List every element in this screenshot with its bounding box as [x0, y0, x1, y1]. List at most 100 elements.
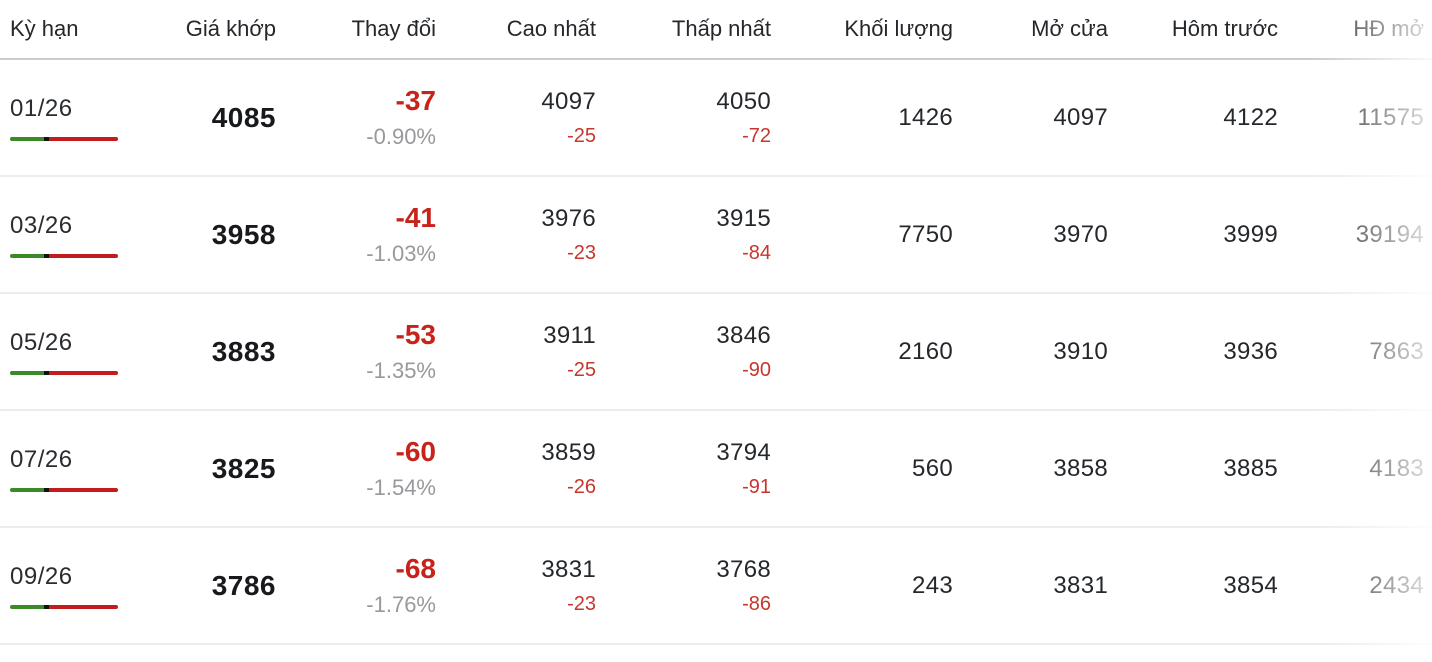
high-value: 3859 — [541, 438, 596, 466]
contract-term-cell: 01/26 — [0, 60, 150, 175]
contract-term-cell: 03/26 — [0, 177, 150, 292]
change-value: -60 — [395, 436, 436, 467]
change-cell: -60 -1.54% — [280, 411, 440, 526]
matched-price: 4085 — [211, 101, 276, 133]
low-cell: 3915 -84 — [600, 177, 775, 292]
table-row[interactable]: 09/26 3786 -68 -1.76% 3831 -23 3768 -86 243 3831 3… — [0, 528, 1432, 645]
volume-cell: 560 — [775, 411, 957, 526]
volume-cell: 7750 — [775, 177, 957, 292]
open-interest-value: 39194 — [1355, 220, 1424, 248]
range-bar-red-segment — [49, 253, 118, 258]
open-interest-cell: 4183 — [1282, 411, 1432, 526]
matched-price-cell: 4085 — [150, 60, 280, 175]
low-diff: -91 — [742, 475, 771, 498]
volume-value: 1426 — [898, 103, 953, 131]
matched-price-cell: 3883 — [150, 294, 280, 409]
change-percent: -1.76% — [366, 592, 436, 617]
high-cell: 3831 -23 — [440, 528, 600, 643]
range-bar-green-segment — [10, 487, 44, 492]
high-diff: -25 — [567, 358, 596, 381]
matched-price: 3883 — [211, 335, 276, 367]
range-bar-tick — [44, 487, 49, 492]
low-value: 3915 — [716, 204, 771, 232]
table-body: 01/26 4085 -37 -0.90% 4097 -25 4050 -72 1426 4097… — [0, 60, 1432, 645]
open-interest-cell: 39194 — [1282, 177, 1432, 292]
change-value: -68 — [395, 553, 436, 584]
contract-term-cell: 05/26 — [0, 294, 150, 409]
high-diff: -23 — [567, 592, 596, 615]
open-interest-cell: 11575 — [1282, 60, 1432, 175]
high-value: 3976 — [541, 204, 596, 232]
change-percent: -0.90% — [366, 124, 436, 149]
open-cell: 3910 — [957, 294, 1112, 409]
open-interest-value: 2434 — [1369, 571, 1424, 599]
open-interest-cell: 2434 — [1282, 528, 1432, 643]
prev-day-value: 3936 — [1223, 337, 1278, 365]
open-value: 3831 — [1053, 571, 1108, 599]
range-bar-green-segment — [10, 253, 44, 258]
low-value: 3846 — [716, 321, 771, 349]
prev-day-cell: 4122 — [1112, 60, 1282, 175]
low-diff: -86 — [742, 592, 771, 615]
col-header-high: Cao nhất — [506, 16, 596, 41]
high-value: 3911 — [543, 321, 596, 349]
high-cell: 3976 -23 — [440, 177, 600, 292]
contract-label: 05/26 — [10, 328, 73, 356]
price-range-bar — [10, 604, 118, 609]
range-bar-red-segment — [49, 604, 118, 609]
prev-day-value: 3854 — [1223, 571, 1278, 599]
table-row[interactable]: 05/26 3883 -53 -1.35% 3911 -25 3846 -90 2160 3910… — [0, 294, 1432, 411]
matched-price-cell: 3958 — [150, 177, 280, 292]
prev-day-cell: 3936 — [1112, 294, 1282, 409]
change-cell: -53 -1.35% — [280, 294, 440, 409]
prev-day-cell: 3999 — [1112, 177, 1282, 292]
low-diff: -84 — [742, 241, 771, 264]
range-bar-red-segment — [49, 136, 118, 141]
prev-day-cell: 3854 — [1112, 528, 1282, 643]
price-range-bar — [10, 253, 118, 258]
range-bar-green-segment — [10, 604, 44, 609]
col-header-volume: Khối lượng — [844, 16, 953, 41]
high-cell: 3859 -26 — [440, 411, 600, 526]
range-bar-green-segment — [10, 370, 44, 375]
range-bar-tick — [44, 604, 49, 609]
volume-cell: 2160 — [775, 294, 957, 409]
open-value: 3910 — [1053, 337, 1108, 365]
contract-term-cell: 09/26 — [0, 528, 150, 643]
change-percent: -1.54% — [366, 475, 436, 500]
high-cell: 4097 -25 — [440, 60, 600, 175]
range-bar-red-segment — [49, 370, 118, 375]
open-interest-value: 11575 — [1357, 103, 1424, 131]
volume-cell: 1426 — [775, 60, 957, 175]
range-bar-green-segment — [10, 136, 44, 141]
col-header-open: Mở cửa — [1031, 16, 1108, 41]
table-row[interactable]: 01/26 4085 -37 -0.90% 4097 -25 4050 -72 1426 4097… — [0, 60, 1432, 177]
range-bar-tick — [44, 136, 49, 141]
change-value: -37 — [395, 85, 436, 116]
open-interest-cell: 7863 — [1282, 294, 1432, 409]
high-diff: -26 — [567, 475, 596, 498]
change-value: -53 — [395, 319, 436, 350]
prev-day-value: 4122 — [1223, 103, 1278, 131]
contract-label: 07/26 — [10, 445, 73, 473]
contract-label: 01/26 — [10, 94, 73, 122]
table-row[interactable]: 07/26 3825 -60 -1.54% 3859 -26 3794 -91 560 3858 3… — [0, 411, 1432, 528]
low-cell: 3794 -91 — [600, 411, 775, 526]
volume-value: 560 — [912, 454, 953, 482]
prev-day-value: 3885 — [1223, 454, 1278, 482]
open-interest-value: 4183 — [1369, 454, 1424, 482]
matched-price: 3786 — [211, 569, 276, 601]
change-cell: -68 -1.76% — [280, 528, 440, 643]
range-bar-tick — [44, 370, 49, 375]
high-value: 4097 — [541, 87, 596, 115]
low-value: 3794 — [716, 438, 771, 466]
open-cell: 4097 — [957, 60, 1112, 175]
range-bar-tick — [44, 253, 49, 258]
change-percent: -1.35% — [366, 358, 436, 383]
low-cell: 3846 -90 — [600, 294, 775, 409]
open-value: 3970 — [1053, 220, 1108, 248]
low-diff: -90 — [742, 358, 771, 381]
table-row[interactable]: 03/26 3958 -41 -1.03% 3976 -23 3915 -84 7750 3970… — [0, 177, 1432, 294]
price-range-bar — [10, 370, 118, 375]
contract-label: 09/26 — [10, 562, 73, 590]
